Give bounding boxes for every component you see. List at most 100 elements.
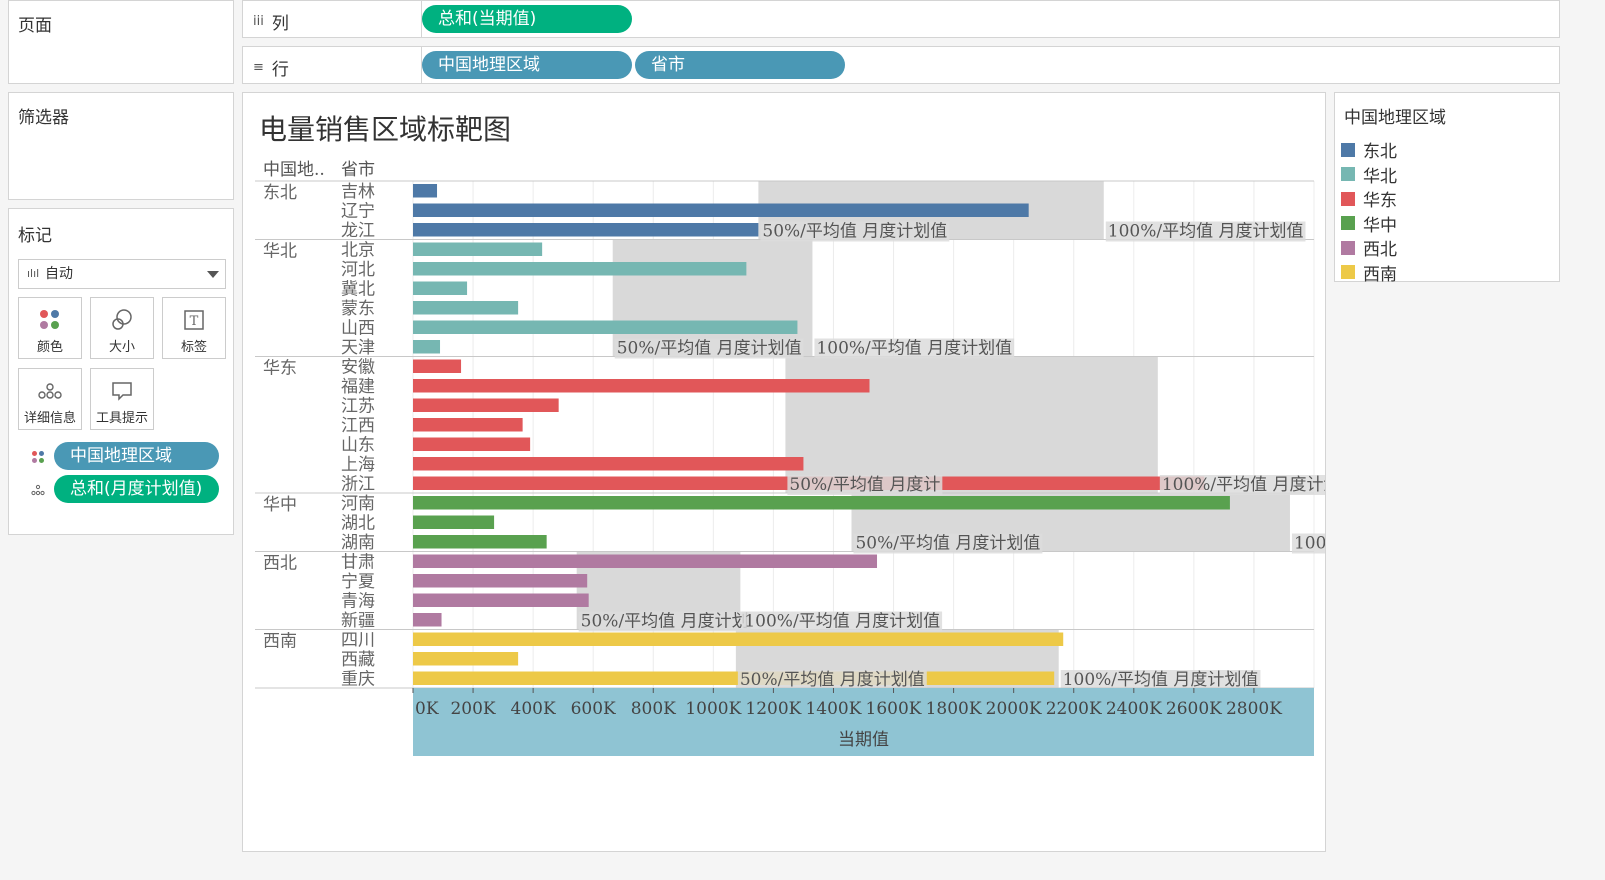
bar [413,515,495,529]
tooltip-button[interactable]: 工具提示 [90,368,154,430]
legend-label: 华北 [1363,166,1397,187]
label-button-label: 标签 [180,340,207,355]
legend-swatch [1341,240,1355,255]
legend-item[interactable]: 华东 [1341,186,1397,211]
bar [413,242,543,256]
label-button[interactable]: T 标签 [162,297,226,359]
rows-icon: ≡ [253,60,264,75]
filters-title: 筛选器 [18,108,69,128]
color-button[interactable]: 颜色 [18,297,82,359]
legend-label: 西南 [1363,264,1397,285]
province-label: 上海 [341,455,375,475]
rows-shelf[interactable]: ≡ 行 中国地理区域 省市 [242,46,1560,84]
size-button-label: 大小 [108,340,135,355]
rows-pill-province[interactable]: 省市 [635,51,845,79]
region-label: 东北 [263,183,297,203]
mark-type-value: 自动 [45,266,73,282]
band-label-bg [742,611,943,632]
columns-label: 列 [271,14,289,34]
legend-item[interactable]: 东北 [1341,137,1397,162]
bar [413,437,531,451]
bar [413,554,878,568]
bar [413,320,798,334]
band-label-bg [787,475,943,495]
province-label: 山西 [341,319,375,339]
pages-title: 页面 [18,16,52,36]
band-label-100: 100%/平均值 月度计划值 [1108,222,1304,242]
province-label: 浙江 [341,475,375,495]
band-label-100: 100%/平均值 月度计划值 [1063,670,1259,690]
region-label: 华东 [263,359,297,379]
province-label: 辽宁 [341,202,375,222]
columns-shelf[interactable]: iii 列 总和(当期值) [242,0,1560,38]
band-label-50: 50%/平均值 月度计划 [581,612,749,632]
bar [413,223,759,237]
mark-type-dropdown[interactable]: ılıl 自动 [18,259,226,289]
filters-panel[interactable]: 筛选器 [8,92,234,200]
province-label: 甘肃 [341,553,375,573]
legend-swatch [1341,142,1355,157]
legend-item[interactable]: 华北 [1341,162,1397,187]
svg-text:T: T [190,314,199,329]
province-label: 福建 [341,377,375,397]
rows-shelf-label: ≡ 行 [253,55,289,80]
province-label: 青海 [341,592,375,612]
province-label: 西藏 [341,650,375,670]
bar [413,652,519,666]
x-tick-label: 2000K [986,699,1042,719]
legend-label: 西北 [1363,240,1397,260]
bar [413,613,442,627]
legend-item[interactable]: 西南 [1341,260,1397,285]
region-label: 西南 [263,632,297,652]
bar-chart-icon: ılıl [27,267,40,280]
bar [413,359,462,373]
province-label: 河南 [341,494,375,514]
province-label: 江西 [341,416,375,436]
legend-item[interactable]: 华中 [1341,211,1397,236]
province-label: 宁夏 [341,572,375,592]
legend-swatch [1341,265,1355,279]
reference-band [785,356,1158,493]
bar [413,496,1230,510]
band-label-bg [1159,475,1325,495]
x-tick-label: 400K [511,699,556,719]
region-label: 华北 [263,242,297,262]
band-label-50: 50%/平均值 月度计 [789,475,940,495]
tooltip-bubble-icon [91,375,153,407]
bar [413,203,1029,217]
band-label-100: 100%/平均值 月度计划值 [816,339,1012,359]
province-label: 重庆 [341,670,375,690]
columns-icon: iii [253,14,264,29]
rows-pill-region[interactable]: 中国地理区域 [422,51,632,79]
color-dots-icon [19,304,81,336]
band-label-bg [1105,221,1306,242]
x-tick-label: 2400K [1106,699,1162,719]
bar [413,340,441,354]
mark-field-region[interactable]: 中国地理区域 [54,442,219,470]
bar [413,418,523,432]
detail-button[interactable]: 详细信息 [18,368,82,430]
mark-field-plan[interactable]: 总和(月度计划值) [54,475,219,503]
legend-label: 东北 [1363,142,1397,162]
band-label-bg [760,221,950,242]
legend-item[interactable]: 西北 [1341,235,1397,260]
columns-pill[interactable]: 总和(当期值) [422,5,632,33]
band-label-bg [614,338,804,359]
band-label-bg [578,611,751,632]
bar [413,301,519,315]
band-label-50: 50%/平均值 月度计划值 [762,222,947,242]
band-label-bg [853,533,1043,554]
color-dots-icon [31,449,45,468]
province-label: 湖南 [341,533,375,553]
legend-label: 华中 [1363,215,1397,236]
province-label: 天津 [341,338,375,358]
province-label: 北京 [341,241,375,261]
size-button[interactable]: 大小 [90,297,154,359]
header-province: 省市 [341,160,375,180]
tooltip-button-label: 工具提示 [95,411,148,426]
columns-shelf-label: iii 列 [253,9,289,34]
chevron-down-icon [207,271,219,278]
bar [413,398,559,412]
bar [413,281,468,295]
